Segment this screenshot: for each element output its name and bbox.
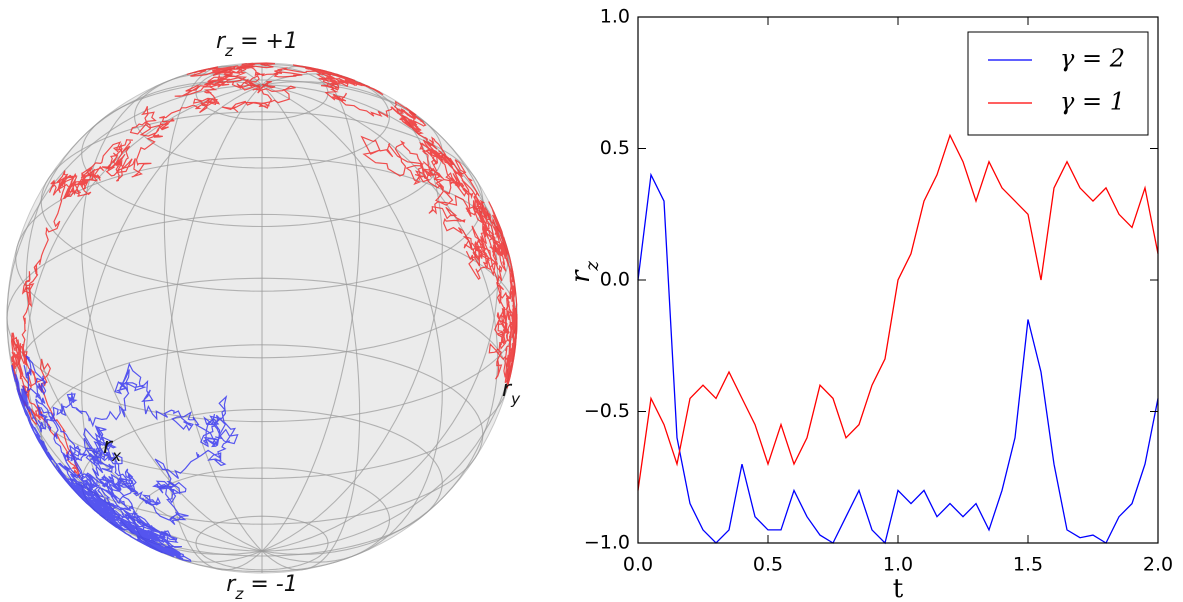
sphere-grid xyxy=(6,84,518,552)
y-tick-label: −1.0 xyxy=(584,532,630,554)
legend-box xyxy=(967,31,1149,136)
x-tick-label: 2.0 xyxy=(1143,554,1173,576)
trajectory-decoration xyxy=(10,62,518,479)
label-text: = -1 xyxy=(243,572,297,597)
subscript: x xyxy=(111,447,122,465)
sphere-label: rx xyxy=(103,434,122,465)
trajectory-decoration xyxy=(11,355,239,563)
x-tick-label: 1.0 xyxy=(883,554,913,576)
sphere-label: rz = +1 xyxy=(216,29,298,60)
y-axis-label: rz xyxy=(566,261,603,283)
x-axis-label: t xyxy=(893,574,904,602)
sphere-grid xyxy=(25,81,499,555)
symbol: r xyxy=(226,572,237,597)
symbol: r xyxy=(502,377,513,402)
x-tick-label: 1.5 xyxy=(1013,554,1043,576)
x-tick-label: 0.0 xyxy=(623,554,653,576)
y-tick-label: 0.0 xyxy=(600,269,630,291)
sphere-label: ry xyxy=(502,377,521,408)
label-text: = +1 xyxy=(233,29,298,54)
subscript: z xyxy=(582,261,603,272)
sphere-label: rz = -1 xyxy=(226,572,298,602)
subscript: z xyxy=(224,42,234,60)
sphere-grid xyxy=(163,65,361,571)
y-tick-label: −0.5 xyxy=(584,400,630,422)
x-tick-label: 0.5 xyxy=(753,554,783,576)
legend-label: γ = 1 xyxy=(1060,88,1125,116)
series-line xyxy=(637,172,1159,545)
symbol: r xyxy=(216,29,227,54)
sphere-grid xyxy=(81,73,443,563)
subscript: z xyxy=(234,585,244,602)
legend-label: γ = 2 xyxy=(1060,45,1125,73)
subscript: y xyxy=(510,390,521,408)
symbol: r xyxy=(566,269,596,283)
y-tick-label: 1.0 xyxy=(600,6,630,28)
y-tick-label: 0.5 xyxy=(600,137,630,159)
series-line xyxy=(637,133,1159,491)
symbol: r xyxy=(103,434,114,459)
